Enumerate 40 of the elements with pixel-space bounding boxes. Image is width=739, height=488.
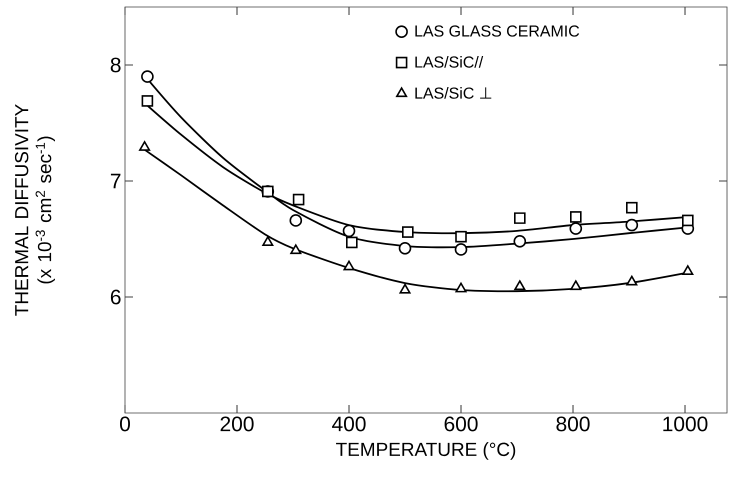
point [570,280,582,290]
x-axis-title: TEMPERATURE (°C) [336,442,516,460]
point [343,260,355,270]
point [290,244,302,254]
point [342,224,356,238]
point [626,276,638,286]
y-tick-label: 8 [110,58,121,72]
point [262,186,274,198]
point [262,236,274,246]
point [454,243,468,256]
point [514,212,526,224]
x-tick-label: 600 [444,416,478,432]
point [290,214,302,227]
legend-label: LAS/SiC ⊥ [415,87,492,99]
x-tick-label: 0 [120,416,130,432]
x-tick-label: 1000 [663,416,708,432]
x-tick-label: 200 [220,416,254,432]
point [142,95,154,107]
y-tick-label: 7 [110,174,120,188]
point [346,236,358,248]
point [570,211,582,223]
point [626,218,638,232]
x-tick-label: 800 [556,416,590,432]
legend-label: LAS/SiC// [415,56,484,68]
y-tick-label: 6 [110,290,121,304]
point [398,242,412,255]
point [399,284,411,294]
point [514,280,526,290]
point [682,214,694,226]
point [626,202,638,214]
point [682,265,694,276]
point [455,282,467,292]
point [570,222,582,235]
point [514,235,526,248]
point [141,70,154,83]
point [455,230,467,242]
point [402,226,414,238]
legend-label: LAS GLASS CERAMIC [415,25,580,37]
point [292,194,304,206]
x-tick-label: 400 [332,416,366,432]
